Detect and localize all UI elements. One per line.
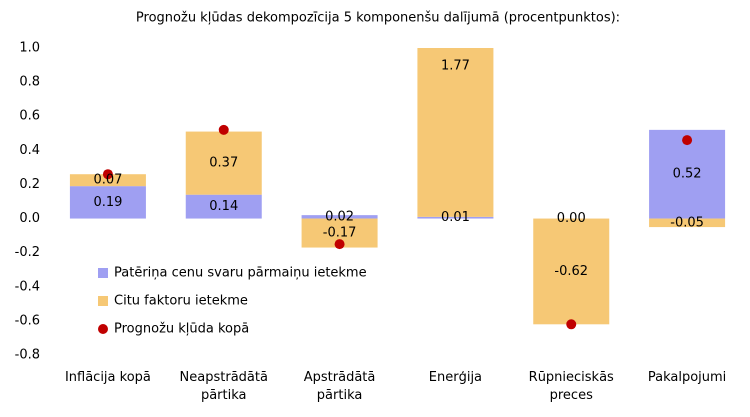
legend-marker <box>98 296 108 306</box>
total-dot <box>102 169 113 180</box>
x-tick-label: Apstrādātā pārtika <box>304 370 376 403</box>
y-tick-label: 0.0 <box>19 211 40 226</box>
y-tick-label: 0.4 <box>19 143 40 158</box>
total-dot <box>218 124 229 135</box>
bar-segment <box>185 131 262 195</box>
legend-label: Citu faktoru ietekme <box>114 294 248 309</box>
y-tick-label: -0.4 <box>15 279 40 294</box>
legend-marker <box>98 324 108 334</box>
y-tick-label: -0.8 <box>15 348 40 363</box>
value-label: 0.19 <box>93 195 122 210</box>
bar-segment <box>69 174 146 187</box>
x-tick-label: Enerģija <box>429 370 482 385</box>
chart-title: Prognožu kļūdas dekompozīcija 5 komponen… <box>136 11 620 26</box>
bar-segment <box>649 218 726 228</box>
value-label: 0.52 <box>673 167 702 182</box>
legend-marker <box>98 268 108 278</box>
x-tick-label: Inflācija kopā <box>65 370 151 385</box>
y-tick-label: 0.2 <box>19 177 40 192</box>
bar-segment <box>533 218 610 325</box>
legend-label: Patēriņa cenu svaru pārmaiņu ietekme <box>114 266 367 281</box>
value-label: 0.02 <box>325 209 354 224</box>
total-dot <box>566 319 577 330</box>
bar-segment <box>69 186 146 219</box>
value-label: 0.00 <box>557 211 586 226</box>
y-tick-label: -0.6 <box>15 313 40 328</box>
x-tick-label: Pakalpojumi <box>648 370 726 385</box>
value-label: 0.07 <box>93 173 122 188</box>
total-dot <box>334 239 345 250</box>
y-tick-label: 0.6 <box>19 109 40 124</box>
bar-segment <box>301 215 378 219</box>
legend-label: Prognožu kļūda kopā <box>114 322 249 337</box>
y-tick-label: 1.0 <box>19 41 40 56</box>
value-label: -0.17 <box>323 226 357 241</box>
x-tick-label: Rūpnieciskās preces <box>529 370 614 403</box>
value-label: 0.14 <box>209 199 238 214</box>
value-label: 1.77 <box>441 58 470 73</box>
bar-segment <box>185 194 262 219</box>
plot-area <box>69 48 726 330</box>
y-tick-label: -0.2 <box>15 245 40 260</box>
x-tick-label: Neapstrādātā pārtika <box>180 370 268 403</box>
value-label: 0.01 <box>441 210 470 225</box>
bar-segment <box>417 216 494 219</box>
total-dot <box>682 135 693 146</box>
y-tick-label: 0.8 <box>19 75 40 90</box>
value-label: -0.05 <box>670 215 704 230</box>
value-label: 0.37 <box>209 156 238 171</box>
bar-segment <box>417 48 494 217</box>
value-label: -0.62 <box>554 264 588 279</box>
